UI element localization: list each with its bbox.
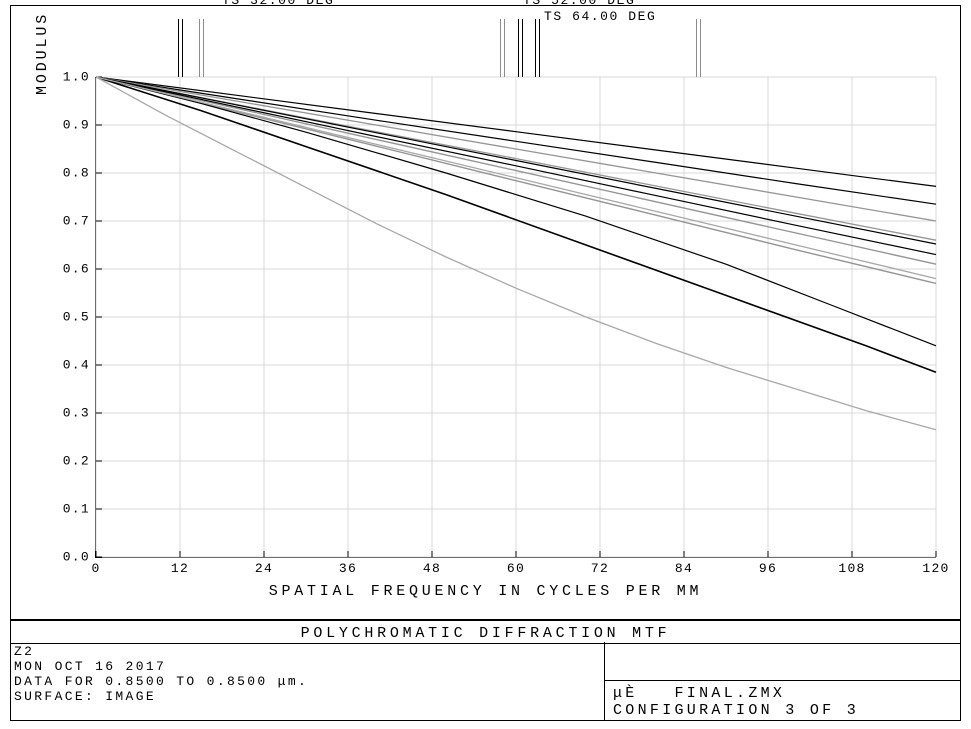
y-tick-label: 0.8 xyxy=(63,166,90,181)
y-tick-label: 0.3 xyxy=(63,406,90,421)
y-tick-label: 0.1 xyxy=(63,502,90,517)
footer-right-bottom-box: μÈ FINAL.ZMX CONFIGURATION 3 OF 3 xyxy=(604,681,961,721)
legend-label: TS 32.00 DEG xyxy=(222,0,334,8)
legend-label: TS 52.00 DEG xyxy=(523,0,635,8)
y-tick-label: 0.9 xyxy=(63,118,90,133)
footer-line-4: SURFACE: IMAGE xyxy=(14,689,308,704)
footer-line-3: DATA FOR 0.8500 TO 0.8500 μm. xyxy=(14,674,308,689)
y-tick-label: 1.0 xyxy=(63,70,90,85)
plot-region: 0.00.10.20.30.40.50.60.70.80.91.00122436… xyxy=(95,77,936,558)
x-tick-label: 96 xyxy=(759,561,777,576)
chart-title-text: POLYCHROMATIC DIFFRACTION MTF xyxy=(301,625,671,642)
x-tick-label: 24 xyxy=(255,561,273,576)
footer-right-line-1: μÈ FINAL.ZMX xyxy=(613,685,953,702)
x-tick-label: 84 xyxy=(675,561,693,576)
y-tick-label: 0.4 xyxy=(63,358,90,373)
footer-right-top-box xyxy=(604,642,961,681)
x-tick-label: 108 xyxy=(838,561,865,576)
footer-right-line-2: CONFIGURATION 3 OF 3 xyxy=(613,702,953,719)
chart-title-bar: POLYCHROMATIC DIFFRACTION MTF xyxy=(10,619,961,644)
y-tick-label: 0.7 xyxy=(63,214,90,229)
y-tick-label: 0.6 xyxy=(63,262,90,277)
y-tick-label: 0.5 xyxy=(63,310,90,325)
x-tick-label: 72 xyxy=(591,561,609,576)
x-tick-label: 48 xyxy=(423,561,441,576)
x-tick-label: 60 xyxy=(507,561,525,576)
x-axis-label-text: SPATIAL FREQUENCY IN CYCLES PER MM xyxy=(269,583,703,600)
footer-line-1: Z2 xyxy=(14,644,308,659)
plot-svg xyxy=(96,77,936,557)
footer-info-left: Z2 MON OCT 16 2017 DATA FOR 0.8500 TO 0.… xyxy=(14,644,308,704)
x-tick-label: 36 xyxy=(339,561,357,576)
x-axis-label: SPATIAL FREQUENCY IN CYCLES PER MM xyxy=(10,583,961,600)
y-tick-label: 0.2 xyxy=(63,454,90,469)
x-tick-label: 120 xyxy=(922,561,949,576)
chart-area: MODULUS OF THE OTF 0.00.10.20.30.40.50.6… xyxy=(10,5,961,619)
footer-line-2: MON OCT 16 2017 xyxy=(14,659,308,674)
x-tick-label: 12 xyxy=(171,561,189,576)
y-axis-label: MODULUS OF THE OTF xyxy=(34,0,51,95)
y-tick-label: 0.0 xyxy=(63,550,90,565)
y-axis-label-text: MODULUS OF THE OTF xyxy=(34,0,51,95)
page: MODULUS OF THE OTF 0.00.10.20.30.40.50.6… xyxy=(0,0,971,729)
legend-label: TS 64.00 DEG xyxy=(544,9,656,24)
x-tick-label: 0 xyxy=(91,561,100,576)
